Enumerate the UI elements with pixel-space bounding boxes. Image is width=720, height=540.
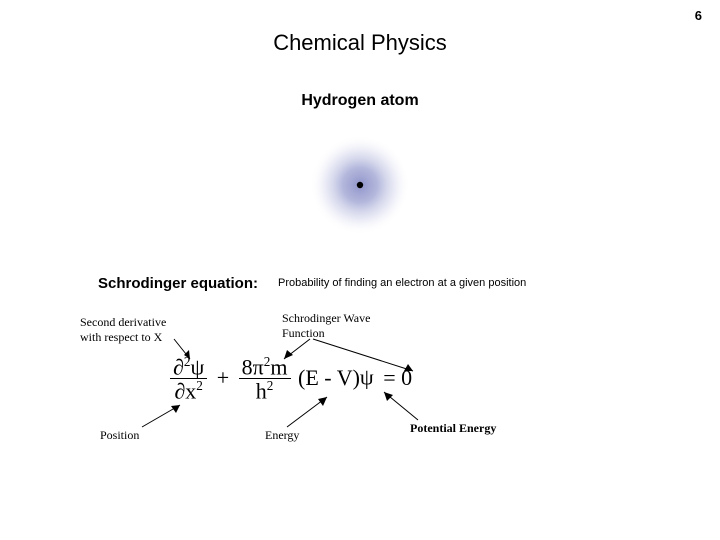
annotation-second-derivative: Second derivative with respect to X — [80, 315, 166, 345]
ann-line2: with respect to X — [80, 330, 162, 344]
schrodinger-description: Probability of finding an electron at a … — [278, 277, 526, 289]
page-title: Chemical Physics — [0, 30, 720, 56]
atom-cloud-icon — [300, 125, 420, 245]
ann-wave-l1: Schrodinger Wave — [282, 311, 370, 325]
arrow-icon — [140, 403, 190, 433]
ann-line1: Second derivative — [80, 315, 166, 329]
arrow-icon — [285, 395, 345, 430]
annotation-position: Position — [100, 428, 139, 443]
page-number: 6 — [695, 8, 702, 23]
nucleus-icon — [357, 182, 363, 188]
hydrogen-atom-figure — [0, 125, 720, 250]
annotation-energy: Energy — [265, 428, 299, 443]
schrodinger-label: Schrodinger equation: — [98, 275, 258, 292]
arrow-icon — [380, 390, 430, 425]
subtitle: Hydrogen atom — [0, 92, 720, 110]
